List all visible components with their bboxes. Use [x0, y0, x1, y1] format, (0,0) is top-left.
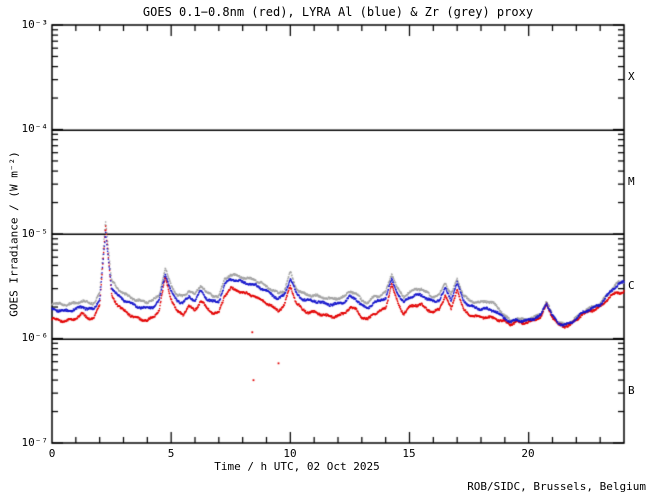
flare-class-label-x: X	[628, 70, 635, 83]
x-tick-label-0: 0	[48, 447, 56, 460]
chart-title: GOES 0.1−0.8nm (red), LYRA Al (blue) & Z…	[142, 5, 534, 19]
flare-class-label-m: M	[628, 175, 635, 188]
x-tick-label-5: 5	[167, 447, 175, 460]
y-tick-label-1e-3: 10⁻³	[21, 18, 49, 31]
x-tick-label-15: 15	[402, 447, 416, 460]
flare-class-label-b: B	[628, 384, 635, 397]
y-tick-label-1e-6: 10⁻⁶	[21, 331, 49, 344]
x-axis-label: Time / h UTC, 02 Oct 2025	[214, 460, 380, 473]
y-tick-label-1e-5: 10⁻⁵	[21, 227, 49, 240]
flare-class-label-c: C	[628, 279, 635, 292]
y-tick-label-1e-4: 10⁻⁴	[21, 122, 49, 135]
x-tick-label-20: 20	[521, 447, 535, 460]
attribution-text: ROB/SIDC, Brussels, Belgium	[467, 480, 646, 493]
y-tick-label-1e-7: 10⁻⁷	[21, 436, 49, 449]
x-tick-label-10: 10	[283, 447, 297, 460]
